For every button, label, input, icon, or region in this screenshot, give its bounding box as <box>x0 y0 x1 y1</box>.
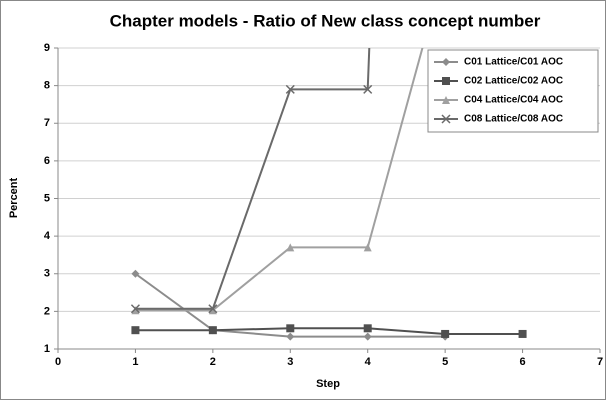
x-tick-label: 3 <box>287 356 293 368</box>
marker <box>131 306 140 315</box>
y-tick-label: 6 <box>44 155 50 167</box>
y-tick-label: 2 <box>44 305 50 317</box>
marker <box>131 326 140 335</box>
y-tick-label: 3 <box>44 268 50 280</box>
marker <box>286 243 295 252</box>
x-tick-label: 2 <box>210 356 216 368</box>
marker <box>363 243 372 252</box>
marker <box>363 324 372 333</box>
y-tick-label: 7 <box>44 117 50 129</box>
marker <box>131 269 140 278</box>
marker <box>363 84 373 94</box>
x-tick-label: 7 <box>597 356 603 368</box>
marker <box>441 329 450 338</box>
y-tick-label: 1 <box>44 343 50 355</box>
marker <box>442 96 450 104</box>
series-line <box>135 327 523 335</box>
plot-area <box>130 48 527 341</box>
x-tick-label: 4 <box>365 356 372 368</box>
legend-label: C01 Lattice/C01 AOC <box>464 57 563 68</box>
marker <box>285 84 295 94</box>
x-axis-label: Step <box>316 378 340 390</box>
marker <box>286 332 295 341</box>
marker <box>441 114 451 124</box>
marker <box>518 329 527 338</box>
y-tick-label: 9 <box>44 42 50 54</box>
marker <box>208 304 218 314</box>
legend-label: C02 Lattice/C02 AOC <box>464 76 563 87</box>
x-tick-label: 1 <box>132 356 138 368</box>
legend-label: C04 Lattice/C04 AOC <box>464 95 563 106</box>
y-tick-label: 8 <box>44 80 50 92</box>
marker <box>363 332 372 341</box>
marker <box>130 304 140 314</box>
x-tick-label: 5 <box>442 356 448 368</box>
marker <box>286 324 295 333</box>
marker <box>208 326 217 335</box>
y-tick-label: 5 <box>44 192 50 204</box>
y-tick-label: 4 <box>44 230 51 242</box>
marker <box>442 77 450 85</box>
x-tick-label: 0 <box>55 356 61 368</box>
marker <box>442 58 450 66</box>
marker <box>208 306 217 315</box>
legend-label: C08 Lattice/C08 AOC <box>464 114 563 125</box>
chart-title: Chapter models - Ratio of New class conc… <box>110 11 541 30</box>
x-tick-label: 6 <box>520 356 526 368</box>
y-axis-label: Percent <box>8 177 20 218</box>
